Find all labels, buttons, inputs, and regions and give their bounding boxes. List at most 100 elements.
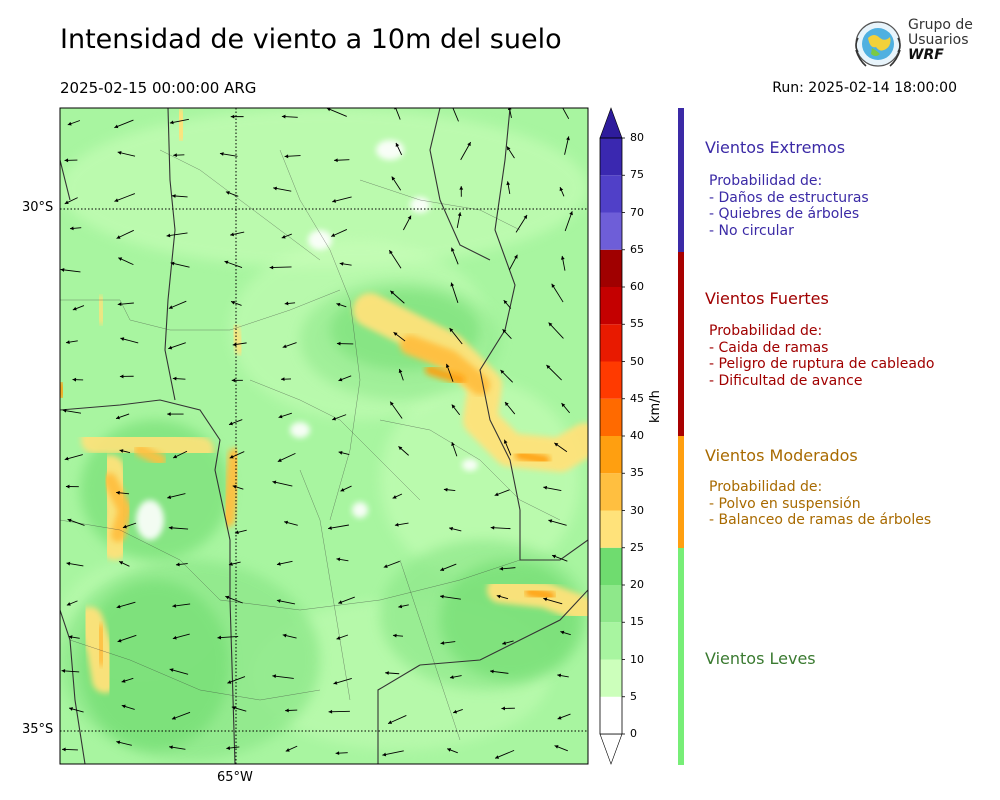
wind-vector	[394, 522, 409, 527]
wind-vector	[168, 342, 186, 350]
wind-vector	[543, 597, 563, 605]
department-border	[69, 639, 321, 701]
map-frame	[59, 107, 589, 765]
wind-vector	[561, 402, 571, 414]
province-border	[60, 159, 71, 201]
legend-heading-moderate: Vientos Moderados	[705, 446, 858, 465]
field-calm-spot	[308, 230, 332, 250]
lat-label-30s: 30°S	[22, 200, 54, 215]
wind-vector	[62, 408, 82, 414]
wind-vector	[440, 641, 456, 645]
wind-speed-field	[60, 108, 588, 760]
legend-bar	[678, 252, 684, 436]
colorbar-swatch	[600, 696, 622, 734]
wind-vector	[440, 563, 457, 571]
wind-vector	[280, 377, 292, 382]
wind-vector	[443, 487, 456, 492]
wind-vector	[168, 525, 189, 530]
wind-vector	[119, 374, 134, 379]
wind-vector	[390, 290, 405, 304]
legend-bar	[678, 548, 684, 765]
wind-band	[173, 108, 189, 142]
wind-vector	[450, 282, 459, 303]
wind-vector	[452, 108, 459, 122]
wind-band	[103, 473, 132, 542]
legend-intro: Probabilidad de:	[709, 323, 823, 339]
wind-vector	[336, 634, 349, 640]
field-calm-spot	[290, 422, 310, 438]
legend-item: - Caida de ramas	[709, 339, 829, 356]
colorbar-tick-label: 15	[630, 615, 644, 629]
wind-vector	[225, 191, 239, 197]
wind-vector	[515, 214, 528, 233]
wind-vector	[503, 299, 512, 309]
wind-vector	[117, 634, 137, 643]
department-border	[279, 149, 361, 521]
wind-vector	[284, 154, 301, 159]
department-border	[359, 179, 521, 231]
wind-vector	[284, 520, 298, 526]
colorbar-extend-low	[599, 733, 623, 765]
legend-intro: Probabilidad de:	[709, 173, 823, 189]
legend-moderate: Vientos Moderados Probabilidad de: - Pol…	[705, 446, 931, 529]
wind-vector	[273, 186, 292, 192]
globe-emblem-icon	[855, 21, 901, 67]
colorbar-tick-label: 75	[630, 168, 644, 182]
wind-vector	[65, 340, 78, 345]
logo-line-3: WRF	[908, 47, 944, 63]
wind-vector	[501, 706, 515, 711]
wind-vector	[272, 480, 293, 487]
wind-vector	[456, 212, 462, 229]
wind-vector	[506, 146, 515, 159]
province-border	[377, 664, 421, 764]
colorbar-swatch	[600, 398, 622, 436]
wind-vector	[392, 493, 403, 499]
wind-vector	[61, 668, 80, 673]
wind-vector	[67, 120, 81, 126]
field-calm-spot	[352, 502, 368, 518]
wind-band	[94, 624, 108, 666]
wind-vector	[557, 713, 571, 720]
wind-vector	[336, 557, 349, 562]
wind-vector	[333, 678, 352, 685]
colorbar-tick-label: 65	[630, 242, 644, 256]
wind-vector	[398, 604, 409, 609]
wind-vector	[229, 451, 245, 459]
wind-vector	[451, 441, 458, 457]
colorbar-swatch	[600, 436, 622, 474]
field-calm-spot	[410, 197, 430, 213]
wind-vector	[171, 711, 191, 720]
wind-vector	[118, 561, 130, 567]
wind-vector	[382, 750, 404, 757]
logo-line-2: Usuarios	[908, 32, 969, 48]
wind-vector	[446, 748, 458, 754]
legend-light: Vientos Leves	[705, 649, 816, 668]
wind-vector	[64, 454, 83, 461]
wind-vector	[551, 554, 568, 562]
wind-vector	[121, 677, 134, 683]
wind-vector	[336, 302, 347, 308]
wind-vector	[172, 603, 191, 608]
wind-band	[425, 365, 465, 385]
wind-vector	[503, 439, 512, 456]
wind-vector	[172, 376, 186, 381]
wind-band	[95, 295, 107, 325]
wind-vector	[72, 377, 84, 382]
wind-band	[353, 293, 588, 472]
colorbar-tick-label: 0	[630, 727, 637, 740]
wind-vector	[114, 193, 136, 202]
wind-vector	[72, 305, 85, 311]
wind-vector	[389, 401, 403, 419]
wind-vector	[496, 594, 509, 600]
field-calm-spot	[136, 500, 164, 540]
colorbar-swatch	[600, 324, 622, 362]
legend-bars	[678, 108, 684, 765]
wind-vector	[170, 261, 190, 268]
wind-band	[81, 426, 214, 464]
colorbar-swatch	[600, 138, 622, 176]
wind-vector	[508, 254, 518, 271]
boundaries	[60, 108, 588, 764]
wind-vector	[169, 745, 186, 750]
legend-intro: Probabilidad de:	[709, 479, 823, 495]
wind-vector	[228, 419, 243, 426]
